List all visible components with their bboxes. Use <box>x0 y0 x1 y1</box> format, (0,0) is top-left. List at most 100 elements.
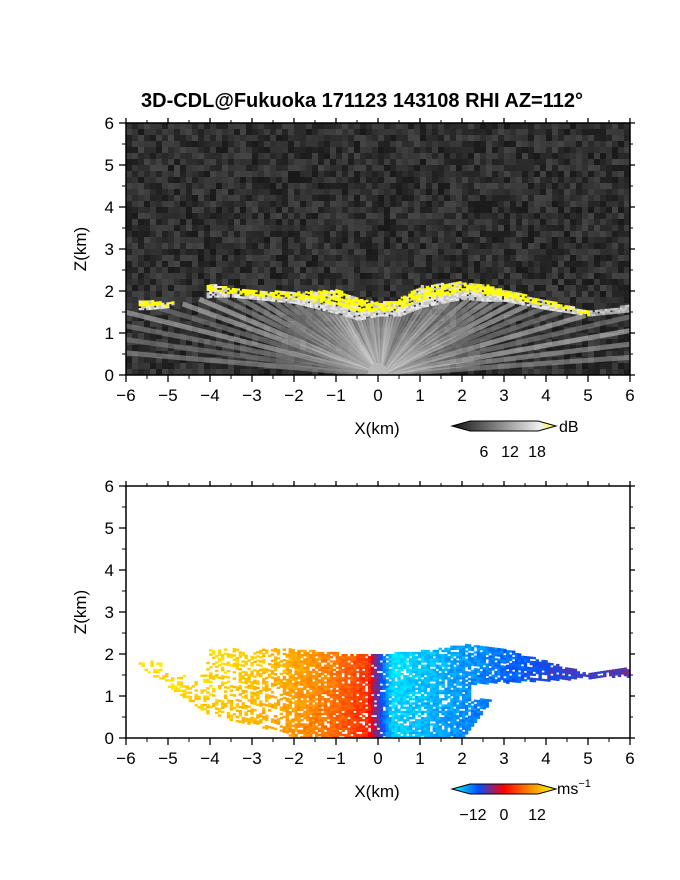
cloud-pixel <box>428 289 432 292</box>
noise-cell <box>600 351 606 357</box>
noise-cell <box>366 123 372 129</box>
cloud-pixel <box>496 293 500 297</box>
noise-cell <box>552 279 558 285</box>
noise-cell <box>174 261 180 267</box>
cloud-pixel <box>504 297 508 300</box>
cloud-pixel <box>224 293 228 296</box>
noise-cell <box>138 285 144 291</box>
y-tick-label: 1 <box>105 324 114 343</box>
cloud-pixel <box>604 310 608 313</box>
noise-cell <box>432 255 438 261</box>
cloud-pixel <box>468 284 472 288</box>
noise-cell <box>222 279 228 285</box>
noise-cell <box>570 183 576 189</box>
noise-cell <box>150 195 156 201</box>
noise-cell <box>486 207 492 213</box>
noise-cell <box>288 135 294 141</box>
noise-cell <box>522 225 528 231</box>
noise-cell <box>240 141 246 147</box>
noise-cell <box>510 207 516 213</box>
noise-cell <box>534 273 540 279</box>
noise-cell <box>324 147 330 153</box>
noise-cell <box>150 153 156 159</box>
noise-cell <box>174 183 180 189</box>
noise-cell <box>408 279 414 285</box>
noise-cell <box>420 183 426 189</box>
noise-cell <box>540 273 546 279</box>
noise-cell <box>312 261 318 267</box>
noise-cell <box>324 261 330 267</box>
noise-cell <box>546 195 552 201</box>
noise-cell <box>288 189 294 195</box>
noise-cell <box>264 315 270 321</box>
noise-cell <box>390 147 396 153</box>
cloud-pixel <box>456 287 460 290</box>
noise-cell <box>258 201 264 207</box>
cloud-pixel <box>244 296 248 299</box>
cloud-pixel <box>395 306 399 309</box>
noise-cell <box>132 363 138 369</box>
noise-cell <box>414 261 420 267</box>
noise-cell <box>126 279 132 285</box>
cloud-pixel <box>388 304 392 308</box>
noise-cell <box>564 123 570 129</box>
noise-cell <box>438 225 444 231</box>
cloud-pixel <box>292 299 296 302</box>
noise-cell <box>288 267 294 273</box>
noise-cell <box>534 267 540 273</box>
cloud-pixel <box>441 294 445 297</box>
noise-cell <box>552 285 558 291</box>
cloud-pixel <box>425 299 429 302</box>
cloud-pixel <box>360 304 364 307</box>
noise-cell <box>282 129 288 135</box>
noise-cell <box>522 309 528 315</box>
noise-cell <box>306 177 312 183</box>
cloud-pixel <box>282 292 286 296</box>
noise-cell <box>462 171 468 177</box>
noise-cell <box>558 159 564 165</box>
cloud-pixel <box>415 301 419 305</box>
noise-cell <box>510 201 516 207</box>
noise-cell <box>462 255 468 261</box>
noise-cell <box>234 165 240 171</box>
noise-cell <box>444 123 450 129</box>
noise-cell <box>582 141 588 147</box>
noise-cell <box>366 243 372 249</box>
noise-cell <box>546 261 552 267</box>
noise-cell <box>606 291 612 297</box>
noise-cell <box>468 189 474 195</box>
noise-cell <box>294 279 300 285</box>
cloud-pixel <box>370 308 374 311</box>
noise-cell <box>396 279 402 285</box>
noise-cell <box>168 225 174 231</box>
noise-cell <box>276 291 282 297</box>
cloud-pixel <box>211 284 215 287</box>
noise-cell <box>504 147 510 153</box>
noise-cell <box>168 363 174 369</box>
noise-cell <box>606 207 612 213</box>
noise-cell <box>168 171 174 177</box>
noise-cell <box>498 255 504 261</box>
noise-cell <box>168 351 174 357</box>
noise-cell <box>546 297 552 303</box>
noise-cell <box>126 315 132 321</box>
cloud-pixel <box>438 288 442 292</box>
noise-cell <box>252 315 258 321</box>
noise-cell <box>372 129 378 135</box>
cloud-pixel <box>294 292 298 295</box>
noise-cell <box>396 273 402 279</box>
cloud-pixel <box>441 284 445 287</box>
noise-cell <box>600 339 606 345</box>
noise-cell <box>150 171 156 177</box>
noise-cell <box>450 243 456 249</box>
noise-cell <box>534 357 540 363</box>
noise-cell <box>180 159 186 165</box>
cloud-pixel <box>385 301 389 304</box>
noise-cell <box>480 183 486 189</box>
noise-cell <box>204 315 210 321</box>
cloud-pixel <box>622 310 626 314</box>
noise-cell <box>564 201 570 207</box>
noise-cell <box>552 135 558 141</box>
velocity-pixel <box>173 687 178 690</box>
cloud-pixel <box>141 300 145 303</box>
